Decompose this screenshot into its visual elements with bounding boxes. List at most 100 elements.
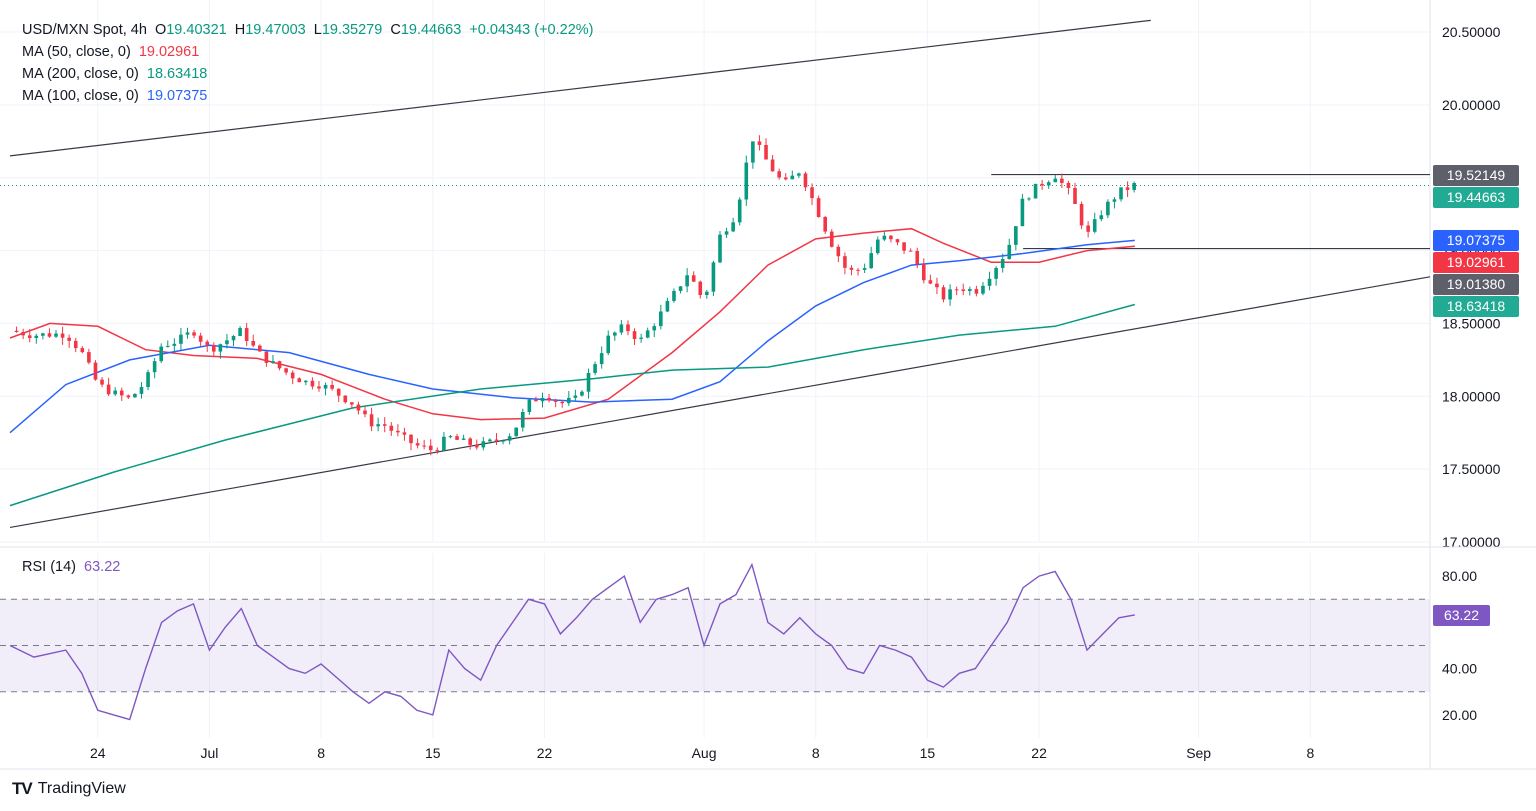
x-tick-label: 15 [425, 745, 441, 761]
candle-body [823, 217, 827, 232]
candle-body [1079, 203, 1084, 226]
candle-body [1066, 182, 1071, 188]
candle-body [1099, 215, 1104, 220]
candle-body [474, 444, 479, 448]
ma100-value: 19.07375 [146, 88, 208, 104]
candle-body [1119, 187, 1123, 200]
candle-body [422, 445, 426, 447]
candle-body [73, 340, 78, 349]
candle-body [106, 384, 111, 395]
candle-body [415, 443, 420, 446]
candle-body [336, 388, 341, 396]
candle-body [659, 311, 663, 327]
price-tag: 19.02961 [1433, 251, 1519, 273]
x-tick-label: 22 [1031, 745, 1047, 761]
candle-body [672, 290, 676, 301]
candle-body [1033, 183, 1038, 199]
candle-body [211, 344, 216, 352]
candle-body [317, 386, 321, 389]
candle-body [47, 333, 52, 337]
candle-body [520, 411, 525, 428]
candle-body [461, 438, 466, 440]
candle-body [757, 141, 762, 145]
candle-body [540, 397, 545, 402]
candle-body [599, 353, 604, 365]
candle-body [165, 345, 170, 347]
candle-body [994, 267, 998, 279]
candle-body [1014, 226, 1018, 245]
x-tick-label: 24 [90, 745, 106, 761]
candle-body [698, 281, 703, 296]
brand-name: TradingView [37, 780, 126, 797]
candle-body [777, 171, 781, 178]
candle-body [685, 275, 689, 287]
candle-body [251, 341, 256, 346]
price-tag: 19.07375 [1433, 229, 1519, 251]
change-value: +0.04343 (+0.22%) [469, 22, 594, 38]
candle-body [935, 283, 939, 288]
candle-body [41, 333, 45, 336]
candle-body [448, 436, 453, 438]
candle-body [843, 256, 847, 268]
candle-body [908, 250, 913, 252]
candle-body [389, 425, 394, 431]
tradingview-brand[interactable]: TV TradingView [12, 779, 126, 799]
legend-ma100[interactable]: MA (100, close, 0) 19.07375 [22, 88, 208, 104]
open-value: 19.40321 [166, 22, 227, 38]
candle-body [968, 289, 972, 291]
candle-body [350, 402, 354, 405]
candle-body [1020, 198, 1025, 227]
candle-body [290, 372, 295, 379]
rsi-tick-label: 20.00 [1442, 707, 1477, 723]
candle-body [304, 380, 308, 383]
candle-body [113, 390, 117, 395]
candle-body [678, 286, 683, 291]
candle-body [330, 384, 334, 389]
candle-body [810, 187, 814, 199]
candle-body [198, 335, 203, 342]
candle-body [534, 399, 538, 402]
price-tick-label: 20.00000 [1442, 97, 1501, 113]
candle-body [639, 337, 643, 340]
candle-body [987, 278, 992, 286]
rsi-line [9, 562, 1135, 721]
candle-body [856, 269, 860, 271]
legend-ma200[interactable]: MA (200, close, 0) 18.63418 [22, 66, 208, 82]
legend-ma50[interactable]: MA (50, close, 0) 19.02961 [22, 44, 200, 60]
candle-body [93, 362, 98, 380]
price-tag: 19.44663 [1433, 186, 1519, 208]
candle-body [231, 335, 236, 341]
candle-body [409, 434, 413, 444]
candle-body [468, 438, 472, 445]
candle-body [54, 333, 58, 337]
candle-body [1007, 244, 1012, 260]
candle-body [119, 390, 124, 396]
candle-body [343, 395, 348, 403]
candle-body [179, 334, 183, 344]
x-tick-label: Sep [1186, 745, 1211, 761]
candle-body [356, 404, 361, 411]
candle-body [593, 364, 597, 373]
price-tick-label: 20.50000 [1442, 24, 1501, 40]
symbol-label[interactable]: USD/MXN Spot, 4h [22, 22, 147, 38]
candle-body [619, 324, 624, 333]
tradingview-logo-icon: TV [12, 779, 33, 798]
candle-body [632, 331, 637, 340]
price-tag: 18.63418 [1433, 295, 1519, 317]
legend-rsi[interactable]: RSI (14) 63.22 [22, 559, 121, 575]
candle-body [218, 344, 223, 352]
candle-body [1040, 183, 1044, 186]
candle-body [580, 391, 584, 396]
rsi-tag: 63.22 [1433, 604, 1490, 626]
candle-body [783, 177, 788, 180]
rsi-tick-label: 40.00 [1442, 661, 1477, 677]
candle-body [915, 251, 920, 265]
candle-body [310, 380, 315, 387]
candle-body [928, 280, 933, 284]
candle-body [507, 436, 512, 441]
candle-body [297, 378, 302, 383]
candle-body [481, 441, 486, 448]
candle-body [376, 424, 380, 427]
candle-body [21, 331, 25, 336]
